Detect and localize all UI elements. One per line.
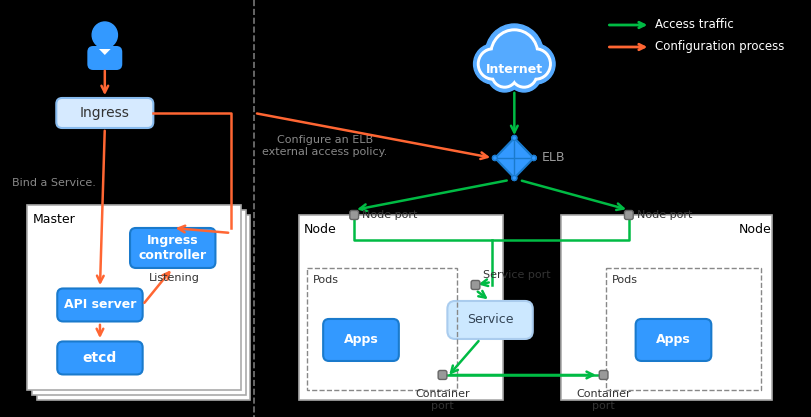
Text: Apps: Apps [656, 334, 691, 347]
Circle shape [480, 51, 505, 77]
FancyBboxPatch shape [350, 211, 358, 219]
Circle shape [493, 32, 536, 76]
Text: Service: Service [467, 314, 513, 327]
Circle shape [478, 48, 508, 80]
Bar [606, 268, 761, 390]
Text: Apps: Apps [344, 334, 379, 347]
Text: Access traffic: Access traffic [655, 18, 734, 32]
Text: Node port: Node port [637, 210, 692, 220]
Text: etcd: etcd [83, 351, 117, 365]
Circle shape [510, 60, 538, 88]
Circle shape [92, 22, 118, 48]
Text: Listening: Listening [148, 274, 200, 284]
Text: Container
port: Container port [577, 389, 631, 411]
Text: ELB: ELB [542, 151, 565, 164]
Circle shape [491, 60, 518, 88]
Text: Pods: Pods [312, 275, 338, 285]
FancyBboxPatch shape [58, 342, 143, 374]
Circle shape [531, 156, 536, 161]
Text: Bind a Service.: Bind a Service. [11, 178, 96, 188]
Circle shape [507, 56, 542, 92]
Circle shape [523, 51, 548, 77]
Bar [561, 215, 772, 400]
Text: Configuration process: Configuration process [655, 40, 784, 53]
Text: Service port: Service port [483, 270, 551, 280]
FancyBboxPatch shape [636, 319, 711, 361]
Circle shape [520, 48, 551, 80]
Text: Ingress: Ingress [79, 106, 130, 120]
Text: Internet: Internet [486, 63, 543, 76]
Polygon shape [495, 138, 534, 178]
Text: Pods: Pods [611, 275, 637, 285]
FancyBboxPatch shape [56, 98, 153, 128]
FancyBboxPatch shape [88, 46, 122, 70]
Text: Master: Master [33, 213, 75, 226]
Circle shape [490, 29, 539, 79]
FancyBboxPatch shape [599, 370, 608, 379]
Text: Configure an ELB
external access policy.: Configure an ELB external access policy. [263, 135, 388, 157]
FancyBboxPatch shape [448, 301, 533, 339]
Circle shape [485, 24, 543, 84]
Text: Container
port: Container port [415, 389, 470, 411]
Bar [307, 268, 457, 390]
FancyBboxPatch shape [323, 319, 399, 361]
Text: Node port: Node port [362, 210, 418, 220]
FancyBboxPatch shape [130, 228, 216, 268]
Bar [36, 215, 251, 400]
Text: API server: API server [64, 299, 136, 311]
Text: Node: Node [739, 223, 771, 236]
Circle shape [494, 63, 515, 85]
Bar [32, 210, 246, 395]
FancyBboxPatch shape [624, 211, 633, 219]
FancyBboxPatch shape [471, 281, 480, 289]
Circle shape [513, 63, 534, 85]
Circle shape [487, 56, 522, 92]
Bar [299, 215, 503, 400]
FancyBboxPatch shape [438, 370, 447, 379]
Text: Ingress
controller: Ingress controller [139, 234, 207, 262]
Polygon shape [99, 49, 110, 55]
Circle shape [512, 136, 517, 141]
FancyBboxPatch shape [58, 289, 143, 322]
Circle shape [517, 44, 555, 84]
Circle shape [474, 44, 513, 84]
Circle shape [492, 156, 497, 161]
Bar [28, 205, 241, 390]
Text: Node: Node [304, 223, 337, 236]
Circle shape [512, 176, 517, 181]
